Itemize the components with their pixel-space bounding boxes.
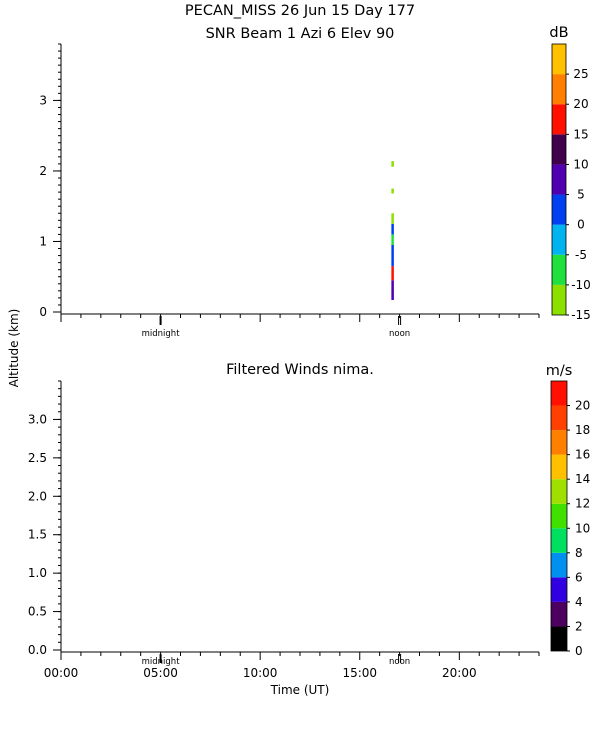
colorbar-frame: [550, 380, 568, 652]
snr-data-cell: [391, 245, 394, 267]
colorbar-segment: [552, 44, 566, 75]
colorbar-segment: [551, 479, 567, 504]
figure-title-line1: PECAN_MISS 26 Jun 15 Day 177: [185, 3, 415, 19]
y-tick-label: 1.0: [28, 566, 47, 580]
colorbar-segment: [551, 552, 567, 578]
colorbar-segment: [552, 254, 566, 285]
colorbar-tick-label: 20: [573, 97, 588, 111]
colorbar-tick-label: 10: [575, 521, 590, 535]
snr-data-cell: [391, 234, 394, 245]
snr-panel: 0 1 2 3 midnight noon -15 -10 -5 0 5 10 15 20 25 dB: [39, 25, 590, 339]
noon-label: noon: [389, 657, 410, 667]
snr-data-cell: [391, 280, 394, 301]
colorbar-tick-label: 18: [575, 423, 590, 437]
snr-data-cell: [391, 266, 394, 281]
x-tick-label: 10:00: [243, 666, 278, 680]
colorbar-tick-label: 12: [575, 497, 590, 511]
colorbar-unit: m/s: [546, 363, 573, 379]
winds-panel: Filtered Winds nima. 0.0 0.5 1.0 1.5 2.0 2.5 3.…: [28, 362, 590, 680]
colorbar-tick-label: 25: [573, 67, 588, 81]
colorbar-segment: [551, 503, 567, 529]
figure-titles: PECAN_MISS 26 Jun 15 Day 177 SNR Beam 1 A…: [185, 3, 415, 42]
x-tick-label: 15:00: [342, 666, 377, 680]
colorbar-segment: [551, 601, 567, 627]
y-tick-label: 0.5: [28, 605, 47, 619]
x-tick-label: 00:00: [44, 666, 79, 680]
colorbar-tick-label: 14: [575, 472, 590, 486]
colorbar-segment: [551, 430, 567, 455]
snr-data-cell: [391, 161, 394, 167]
y-tick-label: 0: [39, 305, 47, 319]
y-axis-label: Altitude (km): [7, 309, 21, 388]
colorbar-tick-label: 0: [577, 218, 585, 232]
colorbar-tick-label: 8: [575, 546, 583, 560]
colorbar-tick-label: 16: [575, 448, 590, 462]
y-tick-label: 1.5: [28, 528, 47, 542]
figure-title-line2: SNR Beam 1 Azi 6 Elev 90: [206, 26, 395, 42]
y-tick-label: 3: [39, 93, 47, 107]
y-tick-label: 2.0: [28, 489, 47, 503]
colorbar-unit: dB: [549, 25, 568, 41]
x-tick-label: 05:00: [143, 666, 178, 680]
colorbar-segment: [552, 194, 566, 225]
snr-data-cell: [391, 188, 394, 194]
colorbar-tick-label: 5: [577, 188, 585, 202]
colorbar-segment: [552, 134, 566, 165]
midnight-label: midnight: [142, 657, 181, 667]
midnight-label: midnight: [142, 329, 181, 339]
colorbar-tick-label: -10: [571, 278, 591, 292]
colorbar-tick-label: 6: [575, 570, 583, 584]
colorbar-segment: [551, 454, 567, 480]
colorbar-segment: [551, 626, 567, 651]
colorbar-segment: [551, 577, 567, 602]
colorbar-tick-label: 0: [575, 644, 583, 658]
y-tick-label: 0.0: [28, 643, 47, 657]
colorbar-tick-label: 20: [575, 399, 590, 413]
colorbar-tick-label: 15: [573, 127, 588, 141]
y-tick-label: 3.0: [28, 412, 47, 426]
colorbar-tick-label: 10: [573, 157, 588, 171]
panel-title: Filtered Winds nima.: [226, 362, 374, 378]
x-axis-label: Time (UT): [270, 683, 330, 697]
noon-label: noon: [389, 329, 410, 339]
colorbar-tick-label: -5: [575, 248, 587, 262]
colorbar-segment: [552, 104, 566, 135]
x-tick-label: 20:00: [442, 666, 477, 680]
colorbar-segment: [552, 164, 566, 195]
colorbar-segment: [551, 381, 567, 406]
colorbar-frame: [551, 43, 567, 316]
colorbar-segment: [552, 284, 566, 315]
colorbar-tick-label: 4: [575, 595, 583, 609]
y-tick-label: 1: [39, 234, 47, 248]
snr-data-cell: [391, 223, 394, 235]
colorbar-tick-label: -15: [571, 308, 591, 322]
colorbar-tick-label: 2: [575, 619, 583, 633]
y-tick-label: 2: [39, 164, 47, 178]
shared-labels: Altitude (km) Time (UT): [7, 309, 329, 697]
colorbar-segment: [552, 224, 566, 255]
y-tick-label: 2.5: [28, 451, 47, 465]
snr-data-cell: [391, 213, 394, 224]
colorbar-segment: [551, 528, 567, 553]
colorbar-segment: [552, 74, 566, 105]
colorbar-segment: [551, 405, 567, 431]
